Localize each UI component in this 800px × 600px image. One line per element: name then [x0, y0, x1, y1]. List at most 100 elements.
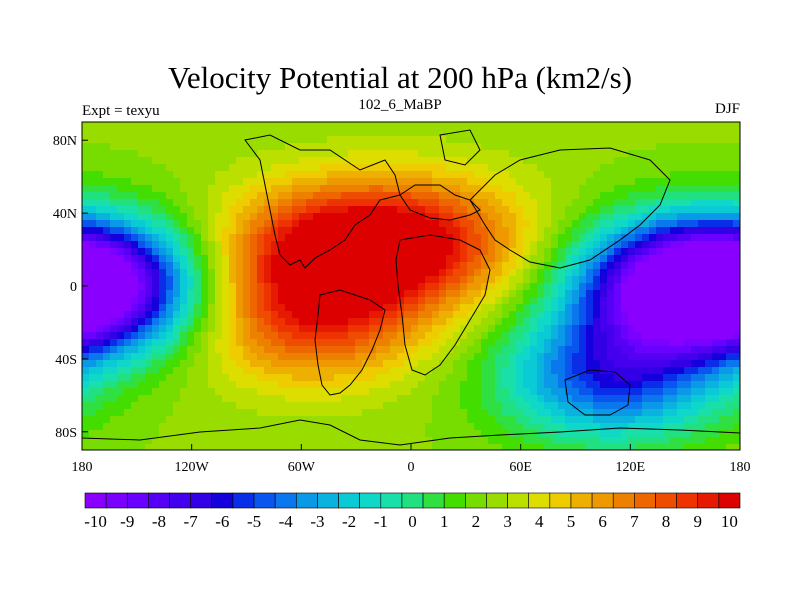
field-cell	[509, 136, 517, 144]
field-cell	[432, 234, 440, 242]
field-cell	[201, 374, 209, 382]
field-cell	[355, 255, 363, 263]
field-cell	[397, 164, 405, 172]
field-cell	[327, 150, 335, 158]
field-cell	[600, 423, 608, 431]
field-cell	[390, 143, 398, 151]
field-cell	[299, 325, 307, 333]
field-cell	[257, 164, 265, 172]
field-cell	[537, 325, 545, 333]
field-cell	[124, 178, 132, 186]
field-cell	[691, 136, 699, 144]
field-cell	[306, 444, 314, 451]
field-cell	[460, 150, 468, 158]
field-cell	[656, 318, 664, 326]
field-cell	[544, 234, 552, 242]
field-cell	[334, 374, 342, 382]
field-cell	[187, 367, 195, 375]
field-cell	[474, 423, 482, 431]
field-cell	[292, 143, 300, 151]
field-cell	[474, 199, 482, 207]
field-cell	[453, 437, 461, 445]
field-cell	[677, 164, 685, 172]
field-cell	[530, 395, 538, 403]
field-cell	[432, 297, 440, 305]
x-tick-label: 180	[72, 460, 93, 475]
field-cell	[96, 388, 104, 396]
field-cell	[89, 269, 97, 277]
field-cell	[390, 346, 398, 354]
field-cell	[236, 136, 244, 144]
field-cell	[705, 171, 713, 179]
field-cell	[509, 297, 517, 305]
field-cell	[397, 430, 405, 438]
field-cell	[271, 388, 279, 396]
field-cell	[544, 339, 552, 347]
field-cell	[89, 262, 97, 270]
field-cell	[103, 227, 111, 235]
field-cell	[621, 178, 629, 186]
field-cell	[572, 220, 580, 228]
field-cell	[670, 276, 678, 284]
field-cell	[621, 248, 629, 256]
field-cell	[572, 388, 580, 396]
field-cell	[264, 136, 272, 144]
field-cell	[551, 276, 559, 284]
field-cell	[320, 374, 328, 382]
field-cell	[572, 318, 580, 326]
field-cell	[698, 262, 706, 270]
field-cell	[656, 423, 664, 431]
field-cell	[96, 164, 104, 172]
field-cell	[152, 269, 160, 277]
field-cell	[411, 136, 419, 144]
field-cell	[726, 150, 734, 158]
field-cell	[187, 192, 195, 200]
field-cell	[243, 129, 251, 137]
field-cell	[558, 402, 566, 410]
field-cell	[509, 129, 517, 137]
field-cell	[481, 234, 489, 242]
field-cell	[327, 171, 335, 179]
field-cell	[446, 318, 454, 326]
field-cell	[691, 437, 699, 445]
field-cell	[96, 129, 104, 137]
field-cell	[600, 353, 608, 361]
field-cell	[621, 311, 629, 319]
field-cell	[593, 227, 601, 235]
field-cell	[579, 304, 587, 312]
field-cell	[677, 437, 685, 445]
field-cell	[642, 395, 650, 403]
field-cell	[180, 262, 188, 270]
field-cell	[516, 290, 524, 298]
field-cell	[502, 346, 510, 354]
field-cell	[698, 416, 706, 424]
field-cell	[418, 325, 426, 333]
field-cell	[544, 220, 552, 228]
field-cell	[460, 192, 468, 200]
field-cell	[82, 353, 90, 361]
field-cell	[558, 297, 566, 305]
field-cell	[509, 423, 517, 431]
field-cell	[124, 199, 132, 207]
field-cell	[572, 164, 580, 172]
field-cell	[397, 388, 405, 396]
field-cell	[376, 178, 384, 186]
field-cell	[131, 325, 139, 333]
field-cell	[439, 122, 447, 130]
field-cell	[271, 199, 279, 207]
field-cell	[677, 234, 685, 242]
field-cell	[565, 402, 573, 410]
field-cell	[334, 234, 342, 242]
field-cell	[166, 430, 174, 438]
field-cell	[327, 423, 335, 431]
field-cell	[222, 353, 230, 361]
field-cell	[530, 248, 538, 256]
field-cell	[124, 262, 132, 270]
field-cell	[131, 444, 139, 451]
field-cell	[320, 206, 328, 214]
field-cell	[348, 346, 356, 354]
field-cell	[530, 374, 538, 382]
field-cell	[530, 206, 538, 214]
field-cell	[411, 248, 419, 256]
field-cell	[614, 227, 622, 235]
